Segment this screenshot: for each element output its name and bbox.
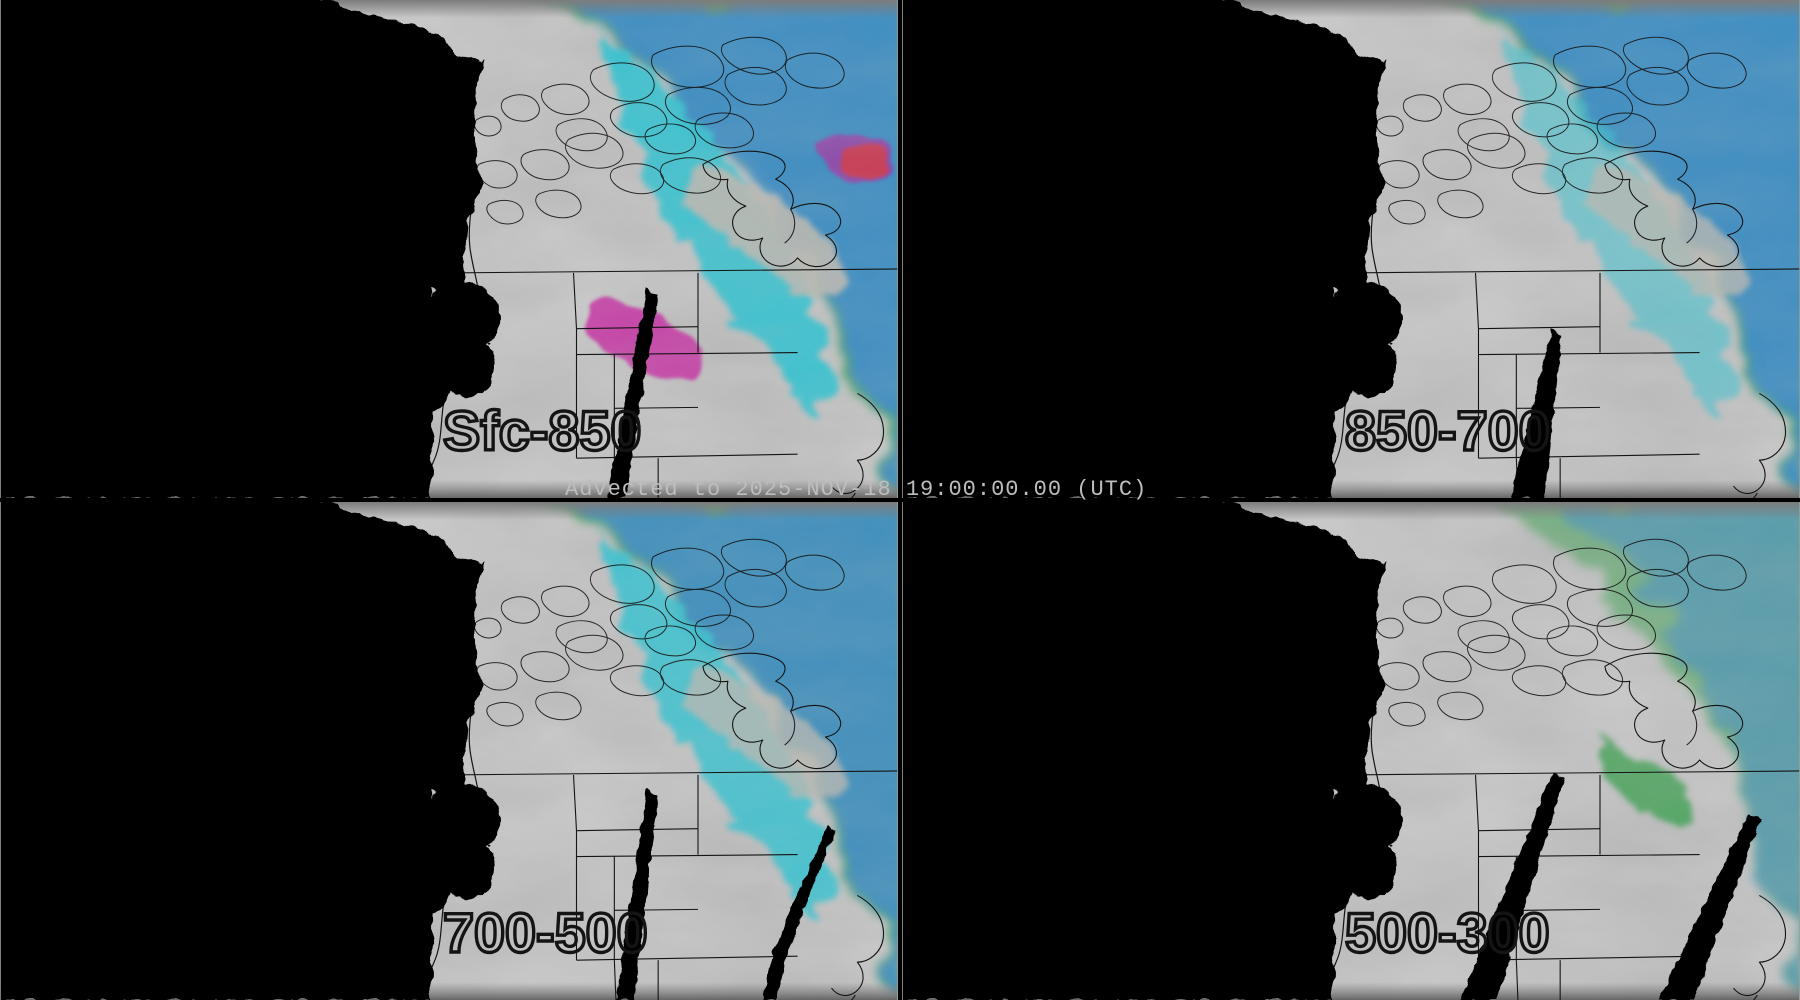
- svg-text:500-300: 500-300: [1345, 902, 1550, 964]
- svg-text:850-700: 850-700: [1345, 400, 1550, 462]
- svg-text:Sfc-850: Sfc-850: [443, 400, 641, 462]
- svg-text:700-500: 700-500: [443, 902, 648, 964]
